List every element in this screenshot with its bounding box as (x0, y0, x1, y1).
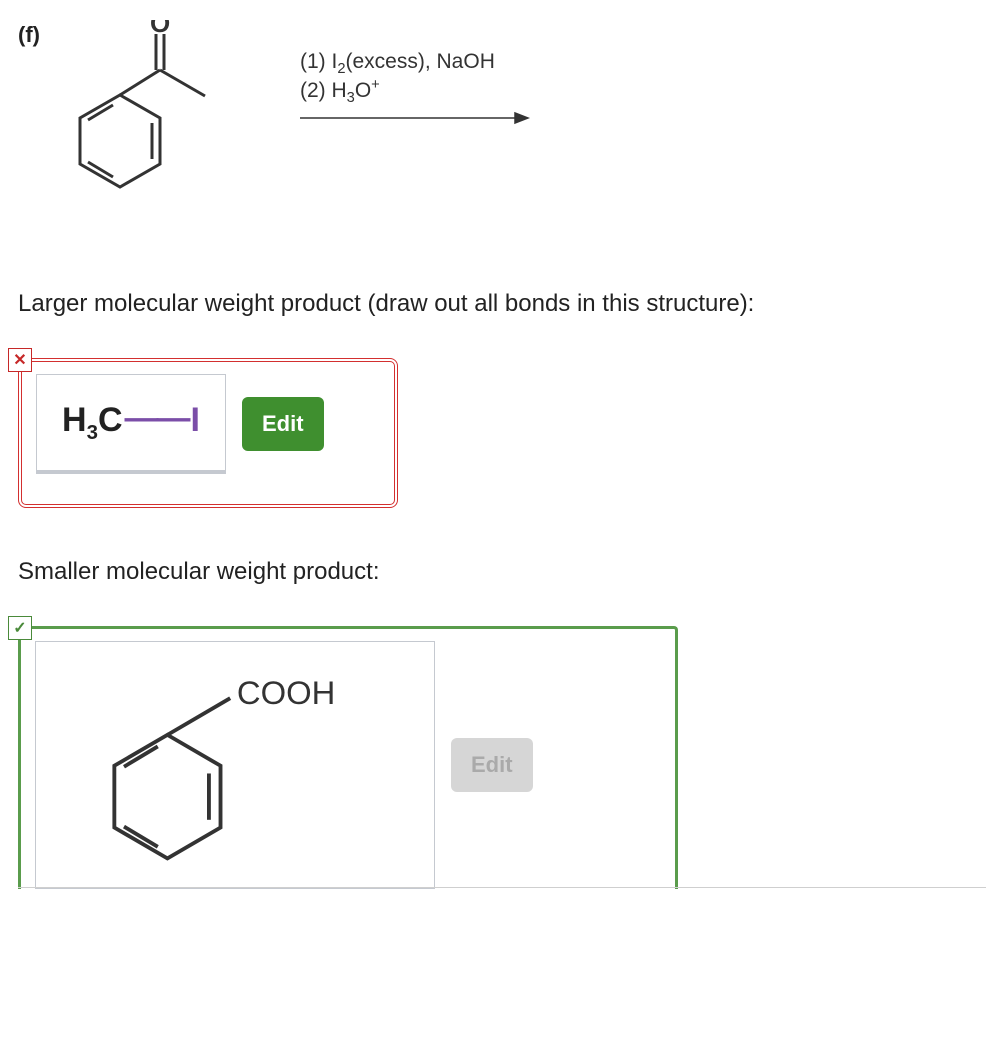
edit-button-1[interactable]: Edit (242, 397, 324, 451)
answer-box-larger: ✕ H3C——I Edit (18, 358, 986, 508)
structure-canvas-1[interactable]: H3C——I (36, 374, 226, 474)
cooh-label: COOH (237, 674, 335, 711)
edit-button-2[interactable]: Edit (451, 738, 533, 792)
prompt-larger: Larger molecular weight product (draw ou… (18, 290, 986, 318)
prompt-smaller: Smaller molecular weight product: (18, 558, 986, 586)
page-bottom-rule (18, 887, 986, 888)
svg-text:O: O (150, 20, 170, 38)
status-badge-wrong: ✕ (8, 348, 32, 372)
reagent-conditions: (1) I2(excess), NaOH (2) H3O+ (260, 20, 530, 128)
reaction-row: (f) O (1) I2(excess), NaOH (2) H3O+ (18, 20, 986, 230)
h3c-i-formula: H3C——I (62, 401, 200, 445)
reagent-line-2: (2) H3O+ (300, 77, 530, 106)
structure-canvas-2[interactable]: COOH (35, 641, 435, 889)
reaction-arrow (300, 108, 530, 128)
part-label: (f) (18, 20, 40, 46)
answer-box-smaller: ✓ COOH Edit (18, 626, 986, 889)
reagent-line-1: (1) I2(excess), NaOH (300, 50, 530, 77)
status-badge-right: ✓ (8, 616, 32, 640)
reactant-structure: O (50, 20, 250, 230)
